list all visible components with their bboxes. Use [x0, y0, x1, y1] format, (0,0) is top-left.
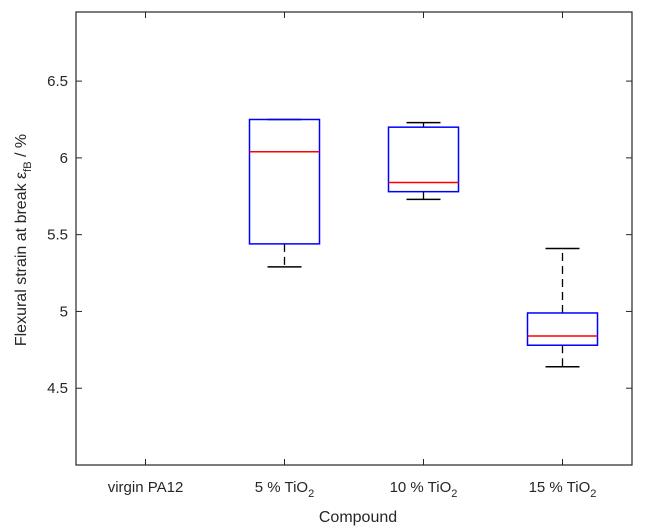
x-tick-label-text: 15 % TiO	[529, 479, 591, 496]
x-tick-label-text: virgin PA12	[108, 479, 184, 496]
x-tick-label: virgin PA12	[108, 479, 184, 496]
x-tick-label-subscript: 2	[590, 488, 596, 500]
plot-frame	[75, 11, 633, 466]
x-tick-label: 5 % TiO2	[255, 479, 314, 500]
y-tick-label: 6.5	[47, 73, 68, 90]
interquartile-box	[526, 312, 599, 346]
y-axis-label: Flexural strain at break εfB / %	[13, 134, 34, 346]
y-tick-label: 6	[60, 150, 68, 167]
y-tick-label: 4.5	[47, 380, 68, 397]
y-tick-label: 5	[60, 303, 68, 320]
box-series	[248, 118, 599, 368]
svg-text:Flexural strain at break εfB /: Flexural strain at break εfB / %	[13, 134, 34, 346]
y-axis-label-main: Flexural strain at break ε	[13, 172, 30, 346]
interquartile-box	[248, 118, 321, 245]
box-group	[248, 118, 321, 268]
x-tick-label-subscript: 2	[308, 488, 314, 500]
x-tick-label: 10 % TiO2	[390, 479, 458, 500]
box-group	[526, 247, 599, 368]
interquartile-box	[387, 126, 460, 193]
y-axis-label-suffix: / %	[13, 134, 30, 162]
x-tick-label: 15 % TiO2	[529, 479, 597, 500]
box-group	[387, 121, 460, 201]
y-tick-label: 5.5	[47, 227, 68, 244]
y-axis-label-sub: fB	[22, 161, 34, 171]
x-tick-label-text: 5 % TiO	[255, 479, 308, 496]
x-tick-label-subscript: 2	[451, 488, 457, 500]
x-tick-label-text: 10 % TiO	[390, 479, 452, 496]
x-axis-label: Compound	[319, 509, 397, 526]
